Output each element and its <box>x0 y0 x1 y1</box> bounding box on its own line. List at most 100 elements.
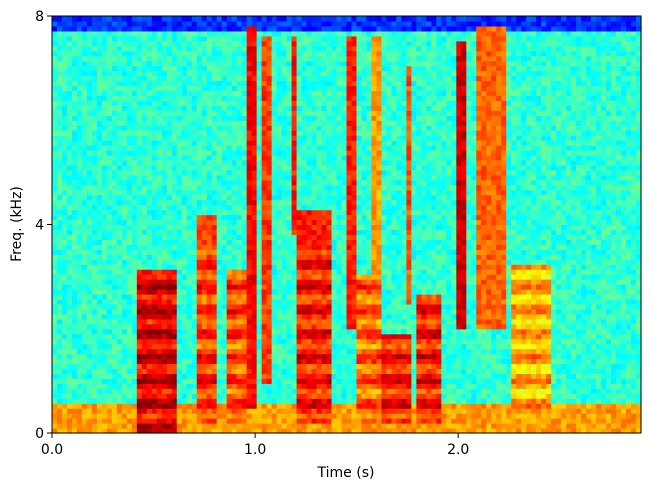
heatmap-cell <box>166 279 173 285</box>
heatmap-cell <box>166 30 173 37</box>
heatmap-cell <box>241 333 248 340</box>
heatmap-cell <box>71 90 78 97</box>
heatmap-cell <box>216 145 223 151</box>
heatmap-cell <box>256 284 263 290</box>
heatmap-cell <box>301 155 308 161</box>
heatmap-cell <box>161 313 168 320</box>
heatmap-cell <box>186 45 193 52</box>
heatmap-cell <box>251 234 258 240</box>
heatmap-cell <box>146 214 153 221</box>
heatmap-cell <box>166 75 173 82</box>
heatmap-cell <box>271 378 278 384</box>
heatmap-cell <box>146 95 153 101</box>
heatmap-cell <box>76 16 83 22</box>
heatmap-cell <box>161 219 168 226</box>
heatmap-cell <box>151 418 158 424</box>
heatmap-cell <box>226 224 233 231</box>
heatmap-cell <box>71 318 78 325</box>
heatmap-cell <box>256 274 263 280</box>
heatmap-cell <box>281 199 288 206</box>
heatmap-cell <box>201 60 208 67</box>
heatmap-cell <box>71 428 78 434</box>
heatmap-cell <box>131 30 138 37</box>
heatmap-cell <box>311 50 318 57</box>
heatmap-cell <box>176 174 183 181</box>
heatmap-cell <box>81 16 88 22</box>
heatmap-cell <box>321 50 328 57</box>
heatmap-cell <box>216 155 223 161</box>
heatmap-cell <box>281 145 288 151</box>
heatmap-cell <box>191 298 198 305</box>
heatmap-cell <box>261 120 268 126</box>
heatmap-cell <box>271 259 278 265</box>
heatmap-cell <box>52 189 58 196</box>
heatmap-cell <box>116 418 123 424</box>
heatmap-cell <box>131 140 138 146</box>
heatmap-cell <box>106 284 113 290</box>
heatmap-cell <box>66 150 73 156</box>
heatmap-cell <box>86 105 93 111</box>
heatmap-cell <box>176 378 183 384</box>
heatmap-cell <box>231 408 238 414</box>
heatmap-cell <box>116 348 123 355</box>
heatmap-cell <box>166 40 173 47</box>
heatmap-cell <box>52 80 58 87</box>
heatmap-cell <box>281 20 288 27</box>
heatmap-cell <box>81 269 88 275</box>
heatmap-cell <box>196 194 203 201</box>
heatmap-cell <box>61 269 68 275</box>
heatmap-cell <box>166 363 173 370</box>
heatmap-cell <box>126 169 133 176</box>
heatmap-cell <box>201 25 208 32</box>
heatmap-cell <box>91 323 98 330</box>
heatmap-cell <box>56 95 63 101</box>
heatmap-cell <box>161 130 168 136</box>
heatmap-cell <box>281 60 288 67</box>
heatmap-cell <box>151 423 158 429</box>
heatmap-cell <box>56 428 63 434</box>
heatmap-cell <box>66 408 73 414</box>
heatmap-cell <box>81 408 88 414</box>
heatmap-cell <box>146 90 153 97</box>
heatmap-cell <box>96 184 103 191</box>
heatmap-cell <box>91 418 98 424</box>
heatmap-cell <box>141 274 148 280</box>
heatmap-cell <box>211 174 218 181</box>
heatmap-cell <box>181 308 188 315</box>
heatmap-cell <box>221 269 228 275</box>
heatmap-cell <box>111 423 118 429</box>
heatmap-cell <box>186 20 193 27</box>
heatmap-cell <box>166 373 173 379</box>
heatmap-cell <box>231 383 238 389</box>
heatmap-cell <box>311 338 318 345</box>
heatmap-cell <box>52 328 58 335</box>
heatmap-cell <box>171 174 178 181</box>
heatmap-cell <box>116 159 123 166</box>
heatmap-cell <box>281 254 288 260</box>
heatmap-cell <box>126 259 133 265</box>
heatmap-cell <box>336 393 343 399</box>
heatmap-cell <box>191 279 198 285</box>
heatmap-cell <box>316 70 323 77</box>
heatmap-cell <box>161 50 168 57</box>
heatmap-cell <box>181 333 188 340</box>
heatmap-cell <box>91 423 98 429</box>
heatmap-cell <box>91 120 98 126</box>
heatmap-cell <box>206 90 213 97</box>
heatmap-cell <box>141 378 148 384</box>
heatmap-cell <box>171 373 178 379</box>
heatmap-cell <box>166 338 173 345</box>
heatmap-cell <box>61 159 68 166</box>
heatmap-cell <box>331 100 338 106</box>
heatmap-cell <box>316 25 323 32</box>
heatmap-cell <box>86 284 93 290</box>
heatmap-cell <box>151 353 158 360</box>
heatmap-cell <box>276 343 283 350</box>
heatmap-cell <box>191 105 198 111</box>
heatmap-cell <box>291 55 298 62</box>
heatmap-cell <box>191 423 198 429</box>
heatmap-cell <box>311 204 318 211</box>
heatmap-cell <box>66 413 73 419</box>
heatmap-cell <box>281 348 288 355</box>
heatmap-cell <box>66 403 73 409</box>
